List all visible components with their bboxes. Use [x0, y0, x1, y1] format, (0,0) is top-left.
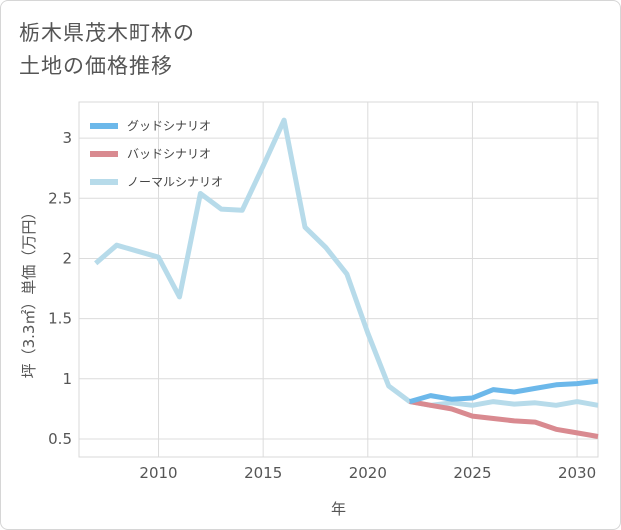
x-tick-label: 2020 — [349, 464, 387, 482]
series-layer — [94, 117, 599, 439]
grid-lines — [79, 102, 598, 457]
x-tick-label: 2030 — [558, 464, 596, 482]
legend-label-0: グッドシナリオ — [127, 119, 211, 133]
chart-title-line-2: 土地の価格推移 — [19, 54, 173, 78]
axis-ticks: 2010 2015 2020 2025 2030 0.5 1 1.5 2 2.5 3 — [48, 129, 596, 482]
legend-label-2: ノーマルシナリオ — [127, 175, 223, 189]
y-tick-label: 1.5 — [48, 310, 72, 328]
series-line-0 — [409, 378, 599, 405]
legend-label-1: バッドシナリオ — [127, 147, 211, 161]
plot-area-frame — [78, 101, 599, 458]
y-axis-title: 坪（3.3㎡）単価（万円） — [20, 205, 38, 379]
y-tick-label: 2 — [62, 249, 72, 267]
series-line-2 — [94, 117, 599, 408]
series-line-1 — [409, 399, 599, 439]
x-tick-label: 2015 — [244, 464, 282, 482]
x-axis-title: 年 — [331, 500, 346, 518]
chart-title-line-1: 栃木県茂木町林の — [19, 21, 195, 45]
y-tick-label: 2.5 — [48, 189, 72, 207]
y-tick-label: 0.5 — [48, 430, 72, 448]
x-tick-label: 2025 — [453, 464, 491, 482]
y-tick-label: 1 — [62, 370, 72, 388]
y-tick-label: 3 — [62, 129, 72, 147]
chart-title: 栃木県茂木町林の 土地の価格推移 — [19, 17, 195, 83]
x-tick-label: 2010 — [139, 464, 177, 482]
